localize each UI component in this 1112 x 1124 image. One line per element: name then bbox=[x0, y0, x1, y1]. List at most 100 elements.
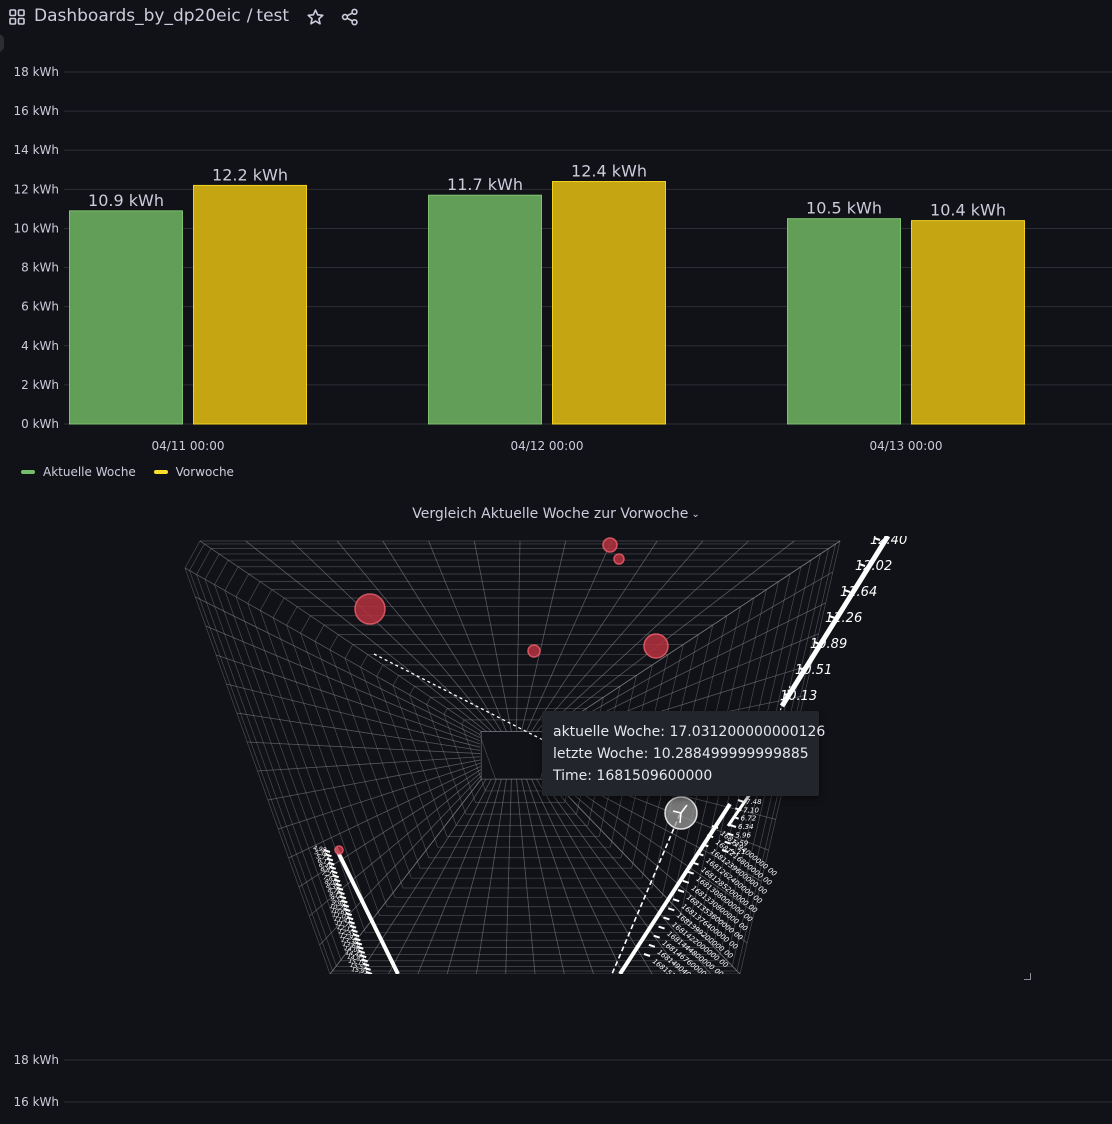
scatter-z-tick-label: 12.40 bbox=[870, 536, 907, 548]
scatter-axis-tick bbox=[643, 953, 651, 957]
breadcrumb-dashboard[interactable]: test bbox=[256, 6, 290, 26]
scatter-axis-tick bbox=[672, 898, 680, 903]
scatter-gridline bbox=[245, 540, 487, 732]
scatter-axis-tick bbox=[333, 878, 341, 883]
scatter-gridline bbox=[541, 778, 682, 974]
scatter-axis-tick bbox=[356, 945, 364, 950]
scatter-bubble[interactable] bbox=[643, 633, 669, 659]
scatter-axis-tick bbox=[358, 950, 366, 954]
bar-value-label: 10.5 kWh bbox=[806, 199, 882, 218]
dashboards-grid-icon[interactable] bbox=[9, 9, 25, 25]
scatter-axis-tick bbox=[352, 933, 360, 938]
scatter-x-tick-label: 14.06 bbox=[343, 945, 361, 955]
scatter-bubble[interactable] bbox=[613, 553, 625, 565]
scatter-x-tick-label: 12.92 bbox=[339, 932, 357, 942]
breadcrumb-folder[interactable]: Dashboards_by_dp20eic bbox=[34, 6, 241, 26]
scatter-gridline bbox=[521, 540, 567, 732]
scatter-axis-tick bbox=[701, 843, 709, 848]
scatter-axis-tick bbox=[354, 937, 361, 942]
scatter-y-tick-label: 5.21 bbox=[730, 848, 746, 856]
scatter-bubble[interactable] bbox=[527, 644, 541, 658]
scatter-bubble[interactable] bbox=[602, 537, 618, 553]
scatter-x-tick-label: 12.17 bbox=[336, 924, 354, 934]
scatter-gridline bbox=[236, 712, 481, 751]
scatter-gridline bbox=[319, 775, 482, 946]
scatter-gridline bbox=[551, 778, 741, 974]
bar-value-label: 10.4 kWh bbox=[930, 201, 1006, 220]
scatter-x-tick-label: 9.14 bbox=[328, 891, 343, 900]
bar-aktuelle-woche[interactable] bbox=[428, 194, 542, 425]
scatter-axis-tick bbox=[349, 924, 357, 929]
scatter-x-tick-label: 6.87 bbox=[320, 866, 335, 875]
scatter-x-tick-label: 13.68 bbox=[342, 941, 360, 951]
scatter-bubble[interactable] bbox=[354, 593, 386, 625]
scatter-gridline bbox=[551, 540, 841, 732]
bar-y-tick-label: 12 kWh bbox=[13, 182, 59, 196]
scatter-x-tick-label: 10.65 bbox=[330, 907, 348, 917]
legend-label-aktuelle: Aktuelle Woche bbox=[43, 465, 136, 479]
legend-item-aktuelle-woche[interactable]: Aktuelle Woche bbox=[21, 465, 136, 479]
scatter-axis-tick bbox=[330, 870, 338, 874]
scatter-axis-tick bbox=[828, 615, 836, 619]
scatter-gridline bbox=[184, 567, 480, 735]
scatter-x-tick-label: 11.79 bbox=[335, 920, 353, 930]
scatter-y-tick-label: 6.34 bbox=[738, 823, 754, 831]
bar-vorwoche[interactable] bbox=[552, 181, 666, 425]
scatter-gridline bbox=[546, 540, 795, 732]
scatter-x-tick-label: 13.30 bbox=[341, 937, 359, 947]
bar-aktuelle-woche[interactable] bbox=[787, 218, 901, 425]
scatter-gridline bbox=[382, 540, 502, 732]
scatter-gridline bbox=[551, 775, 748, 944]
scatter-gridline bbox=[531, 778, 624, 974]
scatter-gridline bbox=[536, 778, 653, 974]
scatter-projection-line bbox=[611, 813, 681, 974]
scatter-gridline bbox=[205, 625, 480, 742]
scatter-x-tick-label: 8.00 bbox=[324, 878, 339, 887]
scatter-axis-tick bbox=[729, 824, 737, 828]
scatter-gridline bbox=[417, 778, 497, 974]
scatter-axis-tick bbox=[858, 563, 866, 567]
scatter-y-tick-label: 6.72 bbox=[741, 815, 757, 823]
share-icon[interactable] bbox=[341, 8, 359, 26]
bar-value-label: 11.7 kWh bbox=[447, 175, 523, 194]
bar-chart: 0 kWh 2 kWh 4 kWh 6 kWh 8 kWh 10 kWh 12 kWh 14 … bbox=[13, 65, 1112, 453]
scatter-axis-tick bbox=[329, 865, 337, 870]
scatter-z-tick-label: 10.89 bbox=[810, 637, 847, 652]
scatter-gridline bbox=[473, 540, 512, 732]
scatter-axis-tick bbox=[873, 537, 881, 541]
scatter-axis-tick bbox=[711, 825, 719, 829]
scatter-x-tick-label: 5.36 bbox=[314, 849, 329, 858]
scatter-bubble[interactable] bbox=[334, 845, 344, 855]
sidebar-toggle-handle[interactable] bbox=[0, 34, 4, 52]
bar-aktuelle-woche[interactable] bbox=[69, 210, 183, 425]
scatter-x-tick-label: 7.25 bbox=[321, 870, 336, 879]
scatter-3d-chart[interactable]: 12.4012.0211.6411.2610.8910.5110.137.487… bbox=[0, 536, 1112, 976]
scatter-y-tick-label: 7.48 bbox=[746, 798, 762, 806]
bar-vorwoche[interactable] bbox=[911, 220, 1025, 425]
scatter-x-tick-label: 14.44 bbox=[345, 949, 363, 959]
scatter-gridline bbox=[536, 540, 704, 732]
star-icon[interactable] bbox=[306, 8, 325, 27]
scatter-gridline bbox=[336, 540, 497, 732]
scatter-axis-tick bbox=[735, 807, 742, 812]
bar-y-tick-label: 18 kWh bbox=[13, 1053, 59, 1067]
scatter-gridline bbox=[257, 756, 481, 772]
legend-item-vorwoche[interactable]: Vorwoche bbox=[153, 465, 234, 479]
bar-value-label: 10.9 kWh bbox=[88, 191, 164, 210]
panel-resize-icon[interactable] bbox=[1024, 973, 1031, 980]
scatter-gridline bbox=[516, 540, 521, 732]
bar-y-tick-label: 16 kWh bbox=[13, 104, 59, 118]
scatter-gridline bbox=[199, 540, 482, 732]
scatter-gridline bbox=[226, 683, 481, 748]
panel-title-menu[interactable]: Vergleich Aktuelle Woche zur Vorwoche ⌄ bbox=[412, 506, 699, 522]
bar-vorwoche[interactable] bbox=[193, 184, 307, 425]
scatter-x-tick-label: 7.63 bbox=[323, 874, 338, 883]
scatter-projection-line bbox=[777, 685, 791, 717]
scatter-z-tick-label: 10.13 bbox=[780, 689, 817, 704]
scatter-axis-tick bbox=[323, 849, 331, 853]
bar-chart-2: 18 kWh 16 kWh bbox=[13, 1053, 1112, 1109]
scatter-axis-tick bbox=[798, 667, 806, 671]
scatter-axis-tick bbox=[343, 907, 351, 912]
scatter-gridline bbox=[247, 741, 481, 754]
scatter-gridline bbox=[446, 778, 502, 974]
